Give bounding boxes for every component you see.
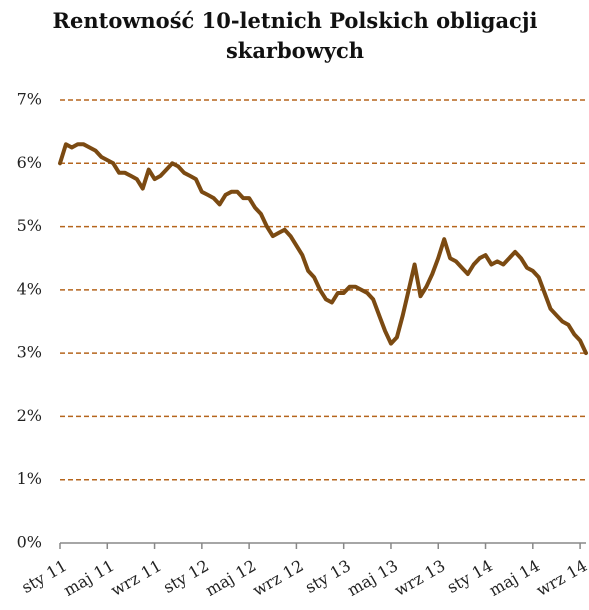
x-tick-label: wrz 11 [107, 556, 164, 600]
y-tick-label: 5% [17, 216, 42, 235]
y-tick-label: 4% [17, 279, 42, 298]
y-tick-label: 7% [17, 90, 42, 109]
chart-title: Rentowność 10-letnich Polskich obligacji… [52, 8, 538, 63]
y-tick-label: 2% [17, 406, 42, 425]
x-tick-label: maj 11 [60, 556, 117, 600]
line [58, 142, 588, 356]
x-tick-label: wrz 14 [533, 556, 589, 600]
x-tick-label: maj 14 [486, 556, 543, 600]
y-tick-label: 1% [17, 469, 42, 488]
y-tick-label: 3% [17, 343, 42, 362]
x-tick-label: sty 11 [18, 556, 70, 597]
x-tick-label: sty 12 [160, 556, 212, 597]
x-tick-label: maj 12 [202, 556, 259, 600]
x-tick-label: wrz 13 [391, 556, 448, 600]
x-tick-label: wrz 12 [249, 556, 306, 600]
x-tick-label: maj 13 [344, 556, 401, 600]
y-tick-label: 6% [17, 153, 42, 172]
y-tick-label: 0% [17, 533, 42, 552]
x-tick-label: sty 14 [444, 556, 496, 597]
x-tick-label: sty 13 [302, 556, 354, 597]
